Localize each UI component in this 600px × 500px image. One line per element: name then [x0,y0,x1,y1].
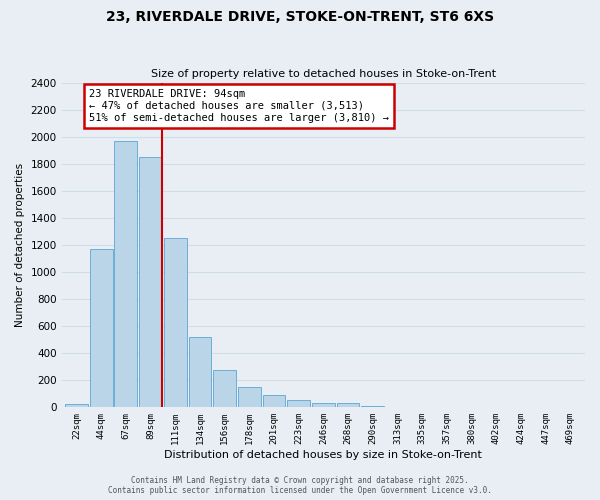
Bar [115,140,137,407]
Bar [139,157,162,407]
Y-axis label: Number of detached properties: Number of detached properties [15,163,25,327]
Bar [263,395,286,407]
Bar [312,402,335,407]
Bar [361,406,384,407]
Bar [213,370,236,408]
Title: Size of property relative to detached houses in Stoke-on-Trent: Size of property relative to detached ho… [151,69,496,79]
Bar [164,238,187,408]
Bar [386,406,409,408]
Text: 23 RIVERDALE DRIVE: 94sqm
← 47% of detached houses are smaller (3,513)
51% of se: 23 RIVERDALE DRIVE: 94sqm ← 47% of detac… [89,90,389,122]
Bar [337,404,359,407]
Bar [65,404,88,407]
Bar [188,337,211,407]
Text: 23, RIVERDALE DRIVE, STOKE-ON-TRENT, ST6 6XS: 23, RIVERDALE DRIVE, STOKE-ON-TRENT, ST6… [106,10,494,24]
Bar [90,249,113,408]
X-axis label: Distribution of detached houses by size in Stoke-on-Trent: Distribution of detached houses by size … [164,450,482,460]
Text: Contains HM Land Registry data © Crown copyright and database right 2025.
Contai: Contains HM Land Registry data © Crown c… [108,476,492,495]
Bar [238,387,260,407]
Bar [287,400,310,407]
